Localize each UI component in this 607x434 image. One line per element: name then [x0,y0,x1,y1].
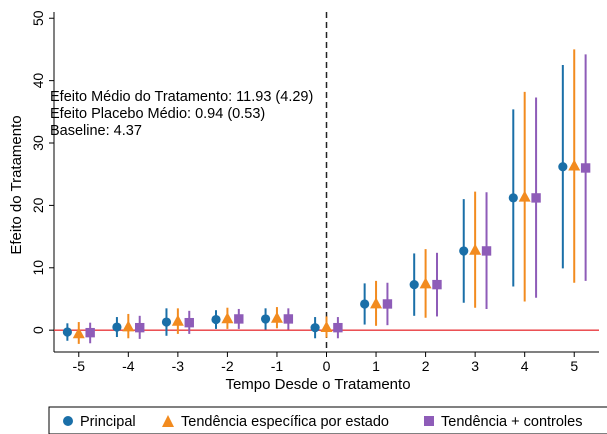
legend: Principal Tendência específica por estad… [48,406,607,434]
principal-point-1 [360,299,370,309]
trend-controls-point--5 [85,327,95,338]
state-trend-point--4 [122,320,135,332]
state-trend-point-0 [320,321,333,333]
y-axis-title: Efeito do Tratamento [8,115,25,254]
trend-controls-point--3 [184,317,194,328]
principal-point-3 [459,246,469,256]
state-trend-point--5 [72,327,85,339]
x-tick-label-1: 1 [372,358,380,374]
trend-controls-point-4 [531,193,541,203]
annotation-block: Efeito Médio do Tratamento: 11.93 (4.29)… [50,89,313,139]
y-tick-label-10: 10 [30,260,46,276]
y-tick-label-20: 20 [30,197,46,213]
legend-box [48,406,607,434]
principal-point-5 [558,162,568,172]
principal-point--2 [211,314,221,325]
principal-point-0 [310,323,320,333]
legend-label-state-trend: Tendência específica por estado [181,414,389,430]
principal-point--1 [260,314,271,324]
legend-marker-principal [63,416,73,426]
x-tick-label--3: -3 [172,358,185,374]
legend-marker-state-trend [162,415,174,427]
x-axis-title: Tempo Desde o Tratamento [225,376,410,393]
trend-controls-point--4 [135,322,145,333]
x-tick-label-4: 4 [521,358,529,374]
principal-point-2 [409,280,419,290]
legend-label-principal: Principal [80,414,136,430]
annotation-line-1: Efeito Médio do Tratamento: 11.93 (4.29) [50,89,313,105]
annotation-line-3: Baseline: 4.37 [50,123,142,139]
state-trend-point-4 [518,190,531,202]
state-trend-point-1 [370,297,383,309]
x-tick-label--1: -1 [271,358,284,374]
principal-point--5 [62,327,72,337]
state-trend-point--1 [270,311,283,323]
y-tick-label-30: 30 [30,135,46,151]
y-tick-label-40: 40 [30,73,46,89]
state-trend-point--2 [221,312,234,324]
trend-controls-point-1 [382,299,393,309]
x-tick-label-2: 2 [422,358,430,374]
x-tick-label--2: -2 [221,358,234,374]
trend-controls-point--1 [283,314,294,324]
state-trend-point-5 [568,159,581,171]
principal-point--4 [112,322,122,332]
trend-controls-point-0 [333,322,343,333]
state-trend-point--3 [171,314,184,326]
trend-controls-point-3 [481,246,492,256]
trend-controls-point--2 [234,314,244,324]
x-tick-label--5: -5 [73,358,86,374]
state-trend-point-3 [469,243,482,255]
y-tick-label-50: 50 [30,10,46,26]
x-tick-label-0: 0 [323,358,331,374]
trend-controls-point-2 [432,279,442,290]
principal-point--3 [161,317,172,327]
x-tick-label--4: -4 [122,358,135,374]
x-tick-label-3: 3 [471,358,479,374]
y-tick-label-0: 0 [30,326,46,334]
legend-label-trend-controls: Tendência + controles [441,414,582,430]
x-tick-label-5: 5 [570,358,578,374]
plot-area: 0 10 20 30 40 50 -5 -4 -3 -2 -1 0 1 2 3 4 5 [30,10,599,374]
state-trend-point-2 [419,277,432,289]
trend-controls-point-5 [580,163,591,173]
principal-point-4 [508,193,518,203]
annotation-line-2: Efeito Placebo Médio: 0.94 (0.53) [50,106,265,122]
legend-marker-trend-controls [424,416,434,426]
